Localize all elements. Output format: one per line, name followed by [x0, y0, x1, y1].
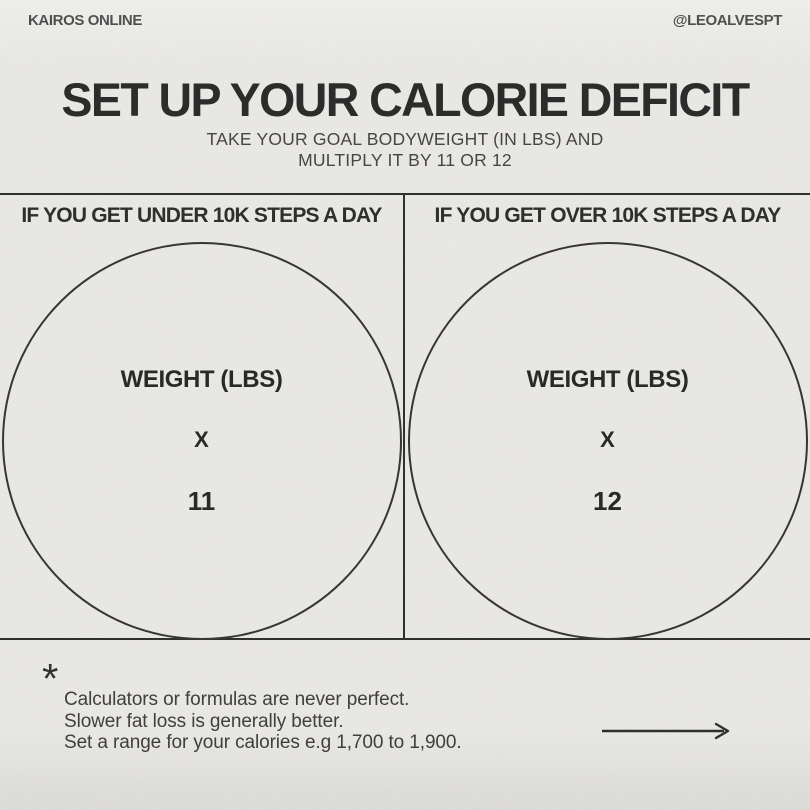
- footnote-text: Calculators or formulas are never perfec…: [64, 689, 462, 754]
- footnote-line-3: Set a range for your calories e.g 1,700 …: [64, 732, 462, 753]
- page-title: SET UP YOUR CALORIE DEFICIT: [61, 73, 750, 126]
- two-panel-section: IF YOU GET UNDER 10K STEPS A DAY WEIGHT …: [0, 193, 810, 640]
- formula-circle-over-10k: WEIGHT (LBS) X 12: [407, 242, 808, 640]
- arrow-right-icon: [602, 722, 730, 740]
- formula-circle-under-10k: WEIGHT (LBS) X 11: [1, 242, 402, 640]
- panel-header-under-10k: IF YOU GET UNDER 10K STEPS A DAY: [21, 204, 382, 227]
- multiplier-value: 11: [187, 485, 216, 516]
- top-bar: KAIROS ONLINE @LEOALVESPT: [28, 12, 782, 29]
- brand-text: KAIROS ONLINE: [28, 12, 142, 29]
- footnote-line-2: Slower fat loss is generally better.: [64, 710, 344, 732]
- page-subtitle: TAKE YOUR GOAL BODYWEIGHT (IN LBS) AND M…: [0, 129, 810, 170]
- multiplier-value: 12: [593, 485, 622, 516]
- multiply-operator: X: [600, 426, 615, 452]
- panel-header-over-10k: IF YOU GET OVER 10K STEPS A DAY: [434, 204, 782, 227]
- panel-over-10k-steps: IF YOU GET OVER 10K STEPS A DAY WEIGHT (…: [405, 195, 810, 640]
- multiply-operator: X: [194, 426, 209, 452]
- subtitle-line-1: TAKE YOUR GOAL BODYWEIGHT (IN LBS) AND: [206, 129, 604, 149]
- panel-under-10k-steps: IF YOU GET UNDER 10K STEPS A DAY WEIGHT …: [0, 195, 405, 640]
- footnote-line-1: Calculators or formulas are never perfec…: [64, 689, 410, 710]
- weight-label: WEIGHT (LBS): [120, 365, 283, 393]
- social-handle: @LEOALVESPT: [672, 12, 783, 29]
- weight-label: WEIGHT (LBS): [526, 365, 689, 393]
- subtitle-line-2: MULTIPLY IT BY 11 OR 12: [298, 149, 512, 170]
- asterisk-icon: *: [42, 655, 59, 702]
